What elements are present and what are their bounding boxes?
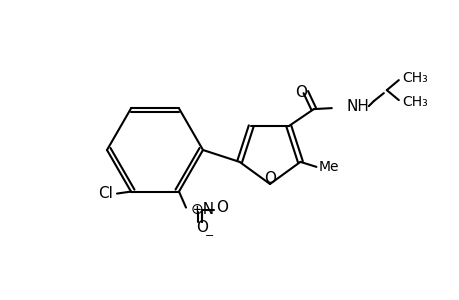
Text: NH: NH: [346, 99, 369, 114]
Text: O: O: [263, 171, 275, 186]
Text: O: O: [216, 200, 228, 215]
Text: ⊕N: ⊕N: [190, 202, 215, 217]
Text: CH₃: CH₃: [401, 71, 426, 85]
Text: Me: Me: [318, 160, 338, 174]
Text: CH₃: CH₃: [401, 95, 426, 109]
Text: −: −: [205, 231, 214, 241]
Text: O: O: [196, 220, 207, 235]
Text: O: O: [294, 85, 306, 100]
Text: Cl: Cl: [98, 186, 113, 201]
